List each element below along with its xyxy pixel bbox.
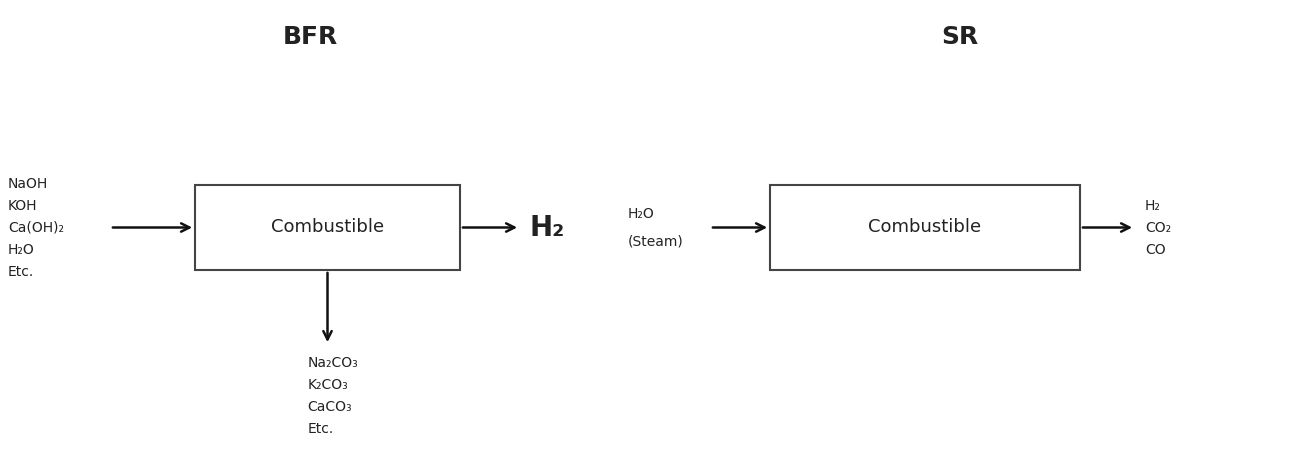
Text: H₂: H₂	[530, 213, 565, 242]
Text: SR: SR	[942, 25, 978, 49]
Text: NaOH: NaOH	[8, 177, 48, 191]
Text: H₂: H₂	[1144, 198, 1161, 212]
Text: Ca(OH)₂: Ca(OH)₂	[8, 221, 64, 234]
Bar	[195, 185, 460, 270]
Text: H₂O: H₂O	[627, 207, 655, 221]
Bar	[770, 185, 1079, 270]
Text: K₂CO₃: K₂CO₃	[308, 378, 348, 392]
Text: Etc.: Etc.	[308, 422, 334, 436]
Text: (Steam): (Steam)	[627, 234, 683, 248]
Text: Etc.: Etc.	[8, 264, 34, 278]
Text: KOH: KOH	[8, 198, 38, 212]
Text: CO₂: CO₂	[1144, 221, 1172, 234]
Text: BFR: BFR	[282, 25, 338, 49]
Text: Combustible: Combustible	[869, 218, 982, 237]
Text: CaCO₃: CaCO₃	[308, 400, 352, 414]
Text: Combustible: Combustible	[271, 218, 385, 237]
Text: H₂O: H₂O	[8, 243, 35, 257]
Text: CO: CO	[1144, 243, 1165, 257]
Text: Na₂CO₃: Na₂CO₃	[308, 356, 359, 370]
